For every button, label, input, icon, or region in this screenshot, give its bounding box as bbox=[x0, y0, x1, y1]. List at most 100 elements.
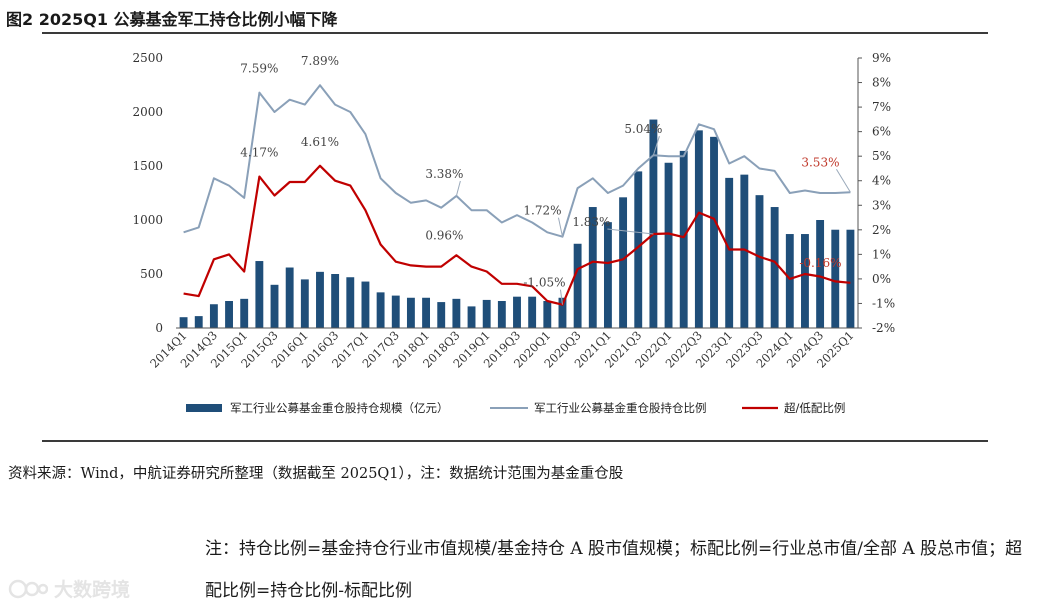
bar bbox=[225, 301, 233, 328]
bar bbox=[710, 136, 718, 328]
left-tick-label: 1000 bbox=[132, 213, 163, 227]
bar bbox=[255, 261, 264, 328]
annotation-label: 3.53% bbox=[801, 155, 839, 169]
bar bbox=[846, 229, 855, 328]
annotation-leader bbox=[652, 136, 660, 156]
annotation-label: 5.04% bbox=[624, 122, 662, 136]
legend-swatch-bar bbox=[186, 404, 222, 412]
watermark: 大数跨境 bbox=[8, 575, 130, 602]
bar bbox=[194, 316, 203, 328]
bar bbox=[331, 274, 340, 328]
bar bbox=[694, 130, 703, 328]
bar bbox=[513, 296, 521, 328]
annotation-leader bbox=[455, 180, 461, 197]
annotation-leader bbox=[559, 289, 563, 305]
legend: 军工行业公募基金重仓股持仓规模（亿元） 军工行业公募基金重仓股持仓比例 超/低配比例 bbox=[186, 401, 845, 415]
right-axis: -2% -1% 0% 1% 2% 3% 4% 5% 6% 7% 8% 9% bbox=[857, 51, 895, 335]
bar bbox=[437, 302, 446, 328]
bar bbox=[573, 243, 582, 328]
annotation-label: 4.61% bbox=[301, 135, 339, 149]
left-tick-label: 2000 bbox=[132, 105, 163, 119]
bar bbox=[240, 298, 249, 328]
bar bbox=[588, 207, 597, 328]
left-tick-label: 2500 bbox=[132, 51, 163, 65]
right-tick-label: 7% bbox=[872, 100, 891, 114]
bar bbox=[619, 197, 628, 328]
annotation-leader bbox=[607, 228, 654, 235]
right-tick-label: 8% bbox=[872, 76, 891, 90]
chart-canvas: 0 500 1000 1500 2000 2500 -2% -1% 0% 1% 2% 3% 4% 5% 6… bbox=[132, 51, 895, 415]
bar bbox=[376, 292, 385, 328]
bar bbox=[664, 162, 673, 328]
bar bbox=[482, 299, 491, 328]
bar bbox=[603, 222, 612, 328]
bar bbox=[497, 301, 506, 328]
bar bbox=[785, 234, 794, 328]
legend-label-ratio: 军工行业公募基金重仓股持仓比例 bbox=[534, 401, 707, 415]
bar bbox=[422, 297, 431, 328]
bar bbox=[300, 279, 309, 328]
bar bbox=[209, 304, 218, 328]
bar bbox=[346, 277, 355, 328]
top-rule bbox=[42, 32, 988, 34]
bar bbox=[831, 229, 840, 328]
bar bbox=[179, 317, 188, 328]
watermark-text: 大数跨境 bbox=[54, 579, 131, 601]
bottom-rule bbox=[42, 440, 988, 442]
right-tick-label: 2% bbox=[872, 223, 891, 237]
legend-label-overweight: 超/低配比例 bbox=[784, 401, 845, 415]
right-tick-label: 1% bbox=[872, 247, 891, 261]
right-tick-label: 3% bbox=[872, 198, 891, 212]
bar bbox=[391, 295, 400, 328]
figure-title: 图2 2025Q1 公募基金军工持仓比例小幅下降 bbox=[6, 10, 338, 29]
bar bbox=[816, 220, 825, 328]
left-tick-label: 0 bbox=[155, 321, 163, 335]
bar bbox=[649, 119, 658, 328]
right-tick-label: 4% bbox=[872, 174, 891, 188]
annotation-label: 1.83% bbox=[572, 215, 610, 229]
annotations: 7.59% 7.89% 3.38% 1.72% 5.04% 3.53% 4.17% 4.61%… bbox=[240, 54, 851, 305]
bar bbox=[543, 301, 552, 328]
bar bbox=[361, 281, 370, 328]
left-tick-label: 500 bbox=[140, 267, 163, 281]
right-tick-label: -1% bbox=[872, 296, 895, 310]
right-tick-label: 0% bbox=[872, 272, 891, 286]
bar bbox=[270, 284, 279, 328]
watermark-logo-icon bbox=[8, 579, 48, 598]
bar bbox=[452, 298, 461, 328]
left-tick-label: 1500 bbox=[132, 159, 163, 173]
annotation-label: 7.59% bbox=[240, 62, 278, 76]
bar bbox=[406, 297, 415, 328]
bar bbox=[558, 297, 567, 328]
source-note: 资料来源：Wind，中航证券研究所整理（数据截至 2025Q1），注：数据统计范… bbox=[8, 466, 624, 482]
line-series bbox=[183, 84, 851, 306]
bar bbox=[467, 306, 476, 328]
annotation-leader bbox=[835, 169, 851, 193]
annotation-leader bbox=[557, 217, 563, 237]
right-tick-label: 6% bbox=[872, 125, 891, 139]
bar-series bbox=[179, 119, 855, 328]
right-tick-label: -2% bbox=[872, 321, 895, 335]
annotation-label: 3.38% bbox=[425, 167, 463, 181]
bar bbox=[634, 171, 643, 328]
bar bbox=[740, 174, 749, 328]
annotation-label: 7.89% bbox=[301, 54, 339, 68]
bar bbox=[285, 267, 294, 328]
bar bbox=[755, 195, 764, 328]
annotation-label: -1.05% bbox=[523, 276, 565, 290]
bar bbox=[801, 234, 809, 328]
overweight-line bbox=[183, 164, 851, 306]
ratio-line bbox=[183, 84, 851, 238]
definition-note: 注：持仓比例=基金持仓行业市值规模/基金持仓 A 股市值规模；标配比例=行业总市… bbox=[205, 539, 1023, 601]
bar bbox=[770, 207, 779, 328]
bar bbox=[528, 296, 537, 328]
bar bbox=[725, 177, 734, 328]
legend-label-bar: 军工行业公募基金重仓股持仓规模（亿元） bbox=[230, 401, 449, 415]
right-tick-label: 5% bbox=[872, 149, 891, 163]
annotation-label: 0.96% bbox=[425, 228, 463, 242]
bar bbox=[316, 271, 324, 328]
right-tick-label: 9% bbox=[872, 51, 891, 65]
bar bbox=[679, 150, 688, 328]
x-axis: 2014Q12014Q32015Q12015Q32016Q12016Q32017… bbox=[147, 327, 858, 371]
annotation-label: 1.72% bbox=[523, 204, 561, 218]
